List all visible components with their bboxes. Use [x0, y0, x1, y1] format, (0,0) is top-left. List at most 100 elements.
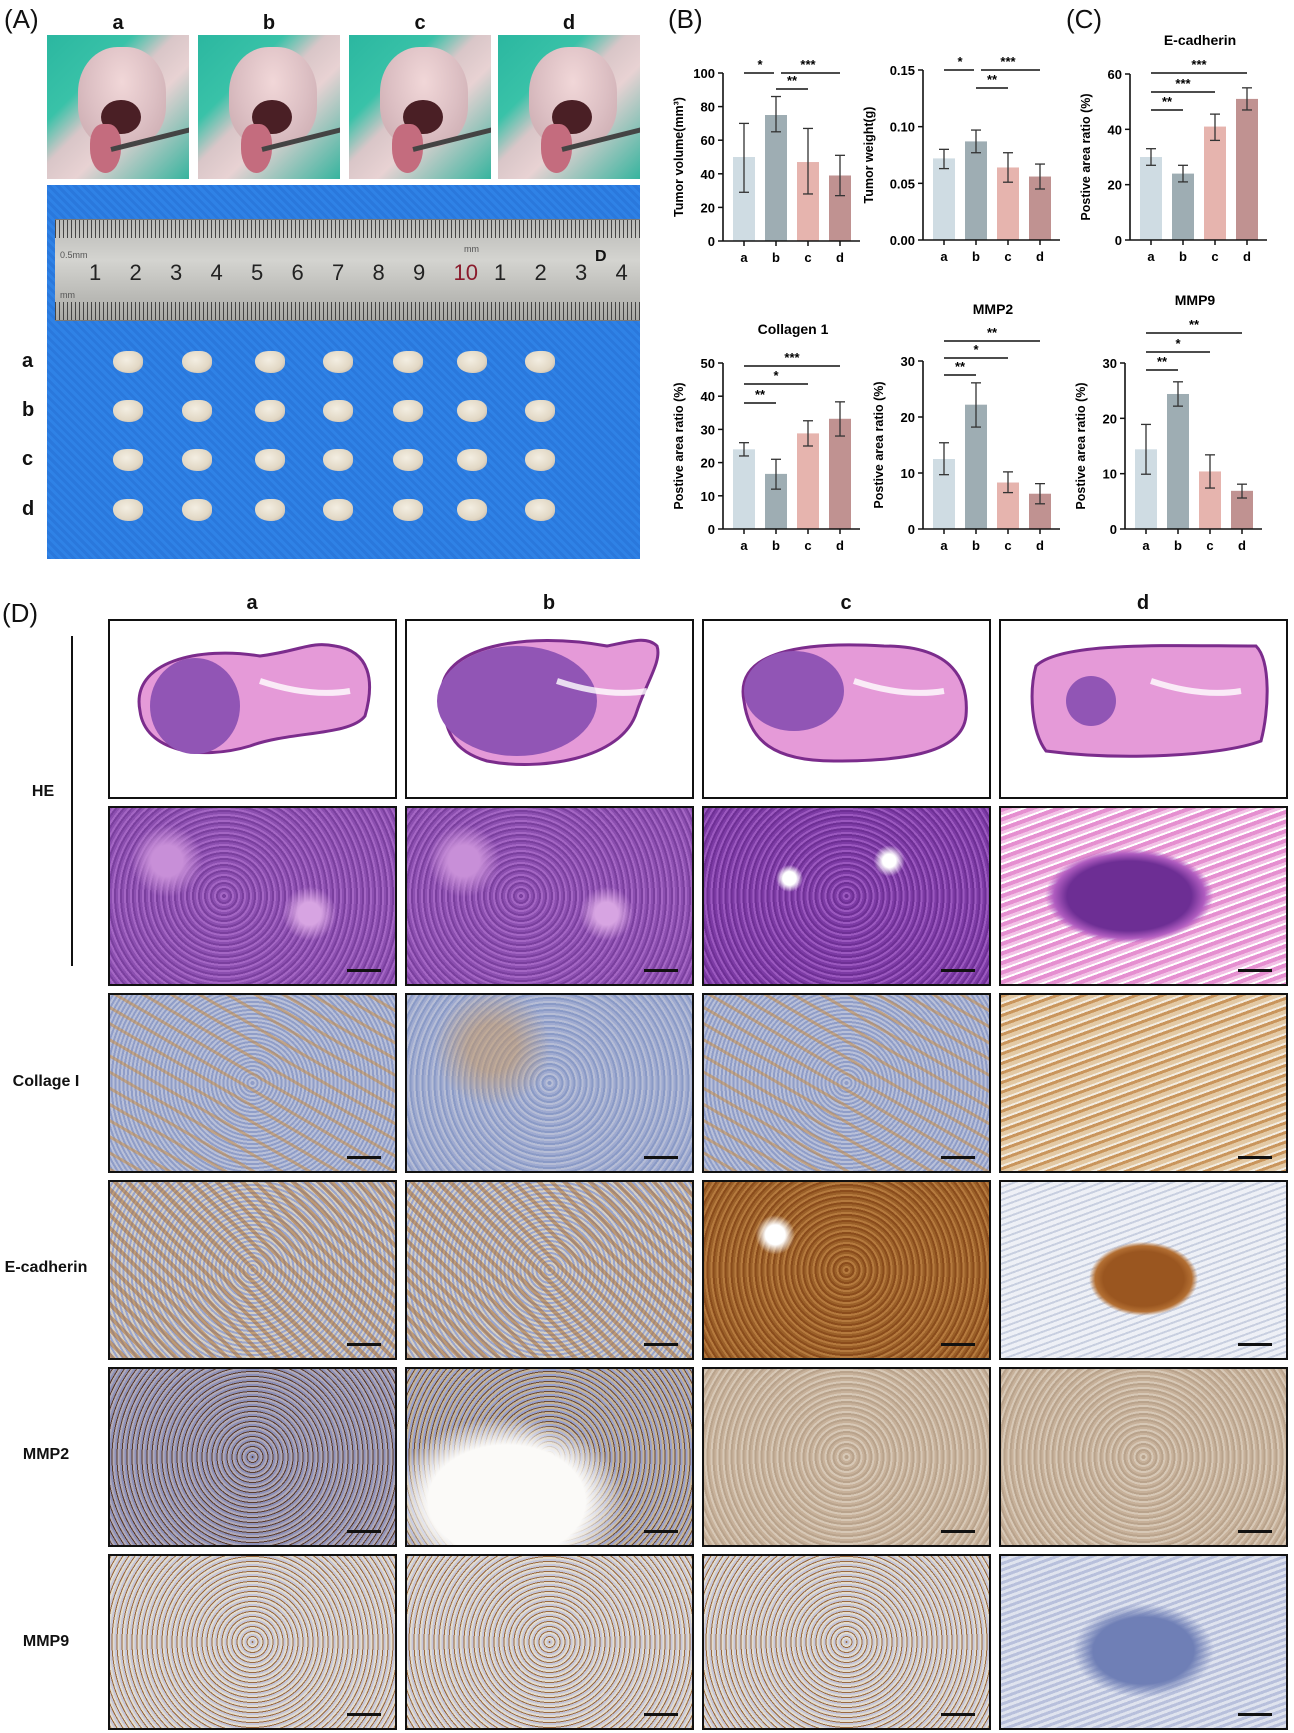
tumor-specimen: [323, 499, 353, 521]
ruler-number: 2: [534, 260, 547, 285]
tumor-specimen: [255, 449, 285, 471]
y-tick-label: 20: [701, 456, 715, 471]
y-axis-label: Tumor volume(mm³): [672, 97, 686, 217]
mouse-photo-d: [498, 35, 640, 179]
photo-label-b: b: [262, 12, 276, 34]
x-tick-label-d: d: [836, 538, 844, 553]
ruler-unit-bottom: mm: [60, 290, 75, 300]
histology-he-c: [702, 806, 991, 986]
significance-label: **: [755, 387, 766, 402]
significance-label: **: [955, 359, 966, 374]
bar-a: [1135, 449, 1157, 529]
histology-collagen-c: [702, 993, 991, 1173]
bar-d: [1236, 98, 1258, 241]
mouse-photo-c: [349, 35, 491, 179]
histology-he-b: [405, 806, 694, 986]
chart-title: Collagen 1: [758, 321, 829, 337]
tumor-specimen: [113, 400, 143, 422]
histology-col-label-c: c: [840, 592, 852, 614]
he-bracket-line: [71, 636, 73, 966]
y-tick-label: 0: [908, 522, 915, 537]
histology-mmp2-d: [999, 1367, 1288, 1547]
significance-label: **: [787, 73, 798, 88]
y-axis-label: Postive area ratio (%): [672, 382, 686, 509]
photo-label-d: d: [562, 12, 576, 34]
bar-a: [933, 459, 955, 529]
scale-bar: [941, 1156, 975, 1159]
tumor-specimen: [113, 449, 143, 471]
scale-bar: [644, 1530, 678, 1533]
tumor-specimen: [182, 449, 212, 471]
y-tick-label: 10: [701, 489, 715, 504]
significance-label: **: [1189, 317, 1200, 332]
tumor-specimen: [457, 499, 487, 521]
y-axis-label: Postive area ratio (%): [1074, 382, 1088, 509]
row-label-mmp9: MMP9: [22, 1633, 70, 1650]
x-tick-label-b: b: [772, 250, 780, 265]
scale-bar: [941, 1713, 975, 1716]
histology-mmp9-a: [108, 1554, 397, 1730]
significance-label: ***: [784, 350, 800, 365]
row-label-he: HE: [31, 783, 55, 800]
y-tick-label: 50: [701, 356, 715, 371]
histology-mmp9-d: [999, 1554, 1288, 1730]
chart-title: E-cadherin: [1164, 32, 1236, 48]
histology-e-cadherin-c: [702, 1180, 991, 1360]
ruler-number: 7: [332, 260, 345, 285]
specimen-row-label-a: a: [22, 350, 34, 372]
histology-he-a: [108, 806, 397, 986]
histology-mmp2-a: [108, 1367, 397, 1547]
ruler-number: 4: [210, 260, 223, 285]
y-tick-label: 30: [1103, 356, 1117, 371]
scale-bar: [1238, 1343, 1272, 1346]
x-tick-label-a: a: [940, 538, 948, 553]
significance-label: *: [1175, 336, 1181, 351]
y-tick-label: 0: [708, 234, 715, 249]
y-tick-label: 10: [901, 466, 915, 481]
ruler-number: 1: [89, 260, 102, 285]
y-tick-label: 0.00: [890, 233, 915, 248]
significance-label: *: [957, 54, 963, 69]
y-axis-label: Postive area ratio (%): [872, 381, 886, 508]
x-tick-label-c: c: [1004, 538, 1011, 553]
y-tick-label: 0.05: [890, 176, 915, 191]
x-tick-label-b: b: [1174, 538, 1182, 553]
scale-bar: [644, 1343, 678, 1346]
bar-d: [829, 418, 851, 529]
photo-label-a: a: [112, 12, 124, 34]
tumor-specimen: [457, 400, 487, 422]
tumor-specimen: [323, 351, 353, 373]
y-tick-label: 30: [901, 354, 915, 369]
scale-bar: [941, 969, 975, 972]
tumor-specimen: [393, 499, 423, 521]
histology-he-d: [999, 806, 1288, 986]
bar-c: [797, 162, 819, 241]
tumor-specimen: [457, 351, 487, 373]
x-tick-label-a: a: [1147, 249, 1155, 264]
x-tick-label-d: d: [836, 250, 844, 265]
x-tick-label-d: d: [1036, 249, 1044, 264]
y-tick-label: 40: [1108, 122, 1122, 137]
x-tick-label-b: b: [972, 538, 980, 553]
y-tick-label: 0.10: [890, 120, 915, 135]
y-axis-label: Tumor weight(g): [862, 107, 876, 204]
y-tick-label: 10: [1103, 467, 1117, 482]
panel-label-c: (C): [1066, 4, 1103, 34]
significance-label: **: [1162, 94, 1173, 109]
scale-bar: [347, 1156, 381, 1159]
histology-e-cadherin-b: [405, 1180, 694, 1360]
ruler-number: 5: [251, 260, 264, 285]
chart-title: MMP9: [1175, 292, 1216, 308]
panel-label-b: (B): [668, 4, 703, 34]
y-tick-label: 40: [701, 389, 715, 404]
tumor-specimen: [113, 499, 143, 521]
tumor-specimen: [182, 400, 212, 422]
row-label-mmp2: MMP2: [22, 1446, 70, 1463]
tumor-specimen: [323, 400, 353, 422]
bar-c: [997, 167, 1019, 240]
y-tick-label: 0.15: [890, 63, 915, 78]
bar-a: [1140, 157, 1162, 240]
tumor-specimen: [255, 400, 285, 422]
bar-b: [1167, 393, 1189, 529]
x-tick-label-b: b: [972, 249, 980, 264]
